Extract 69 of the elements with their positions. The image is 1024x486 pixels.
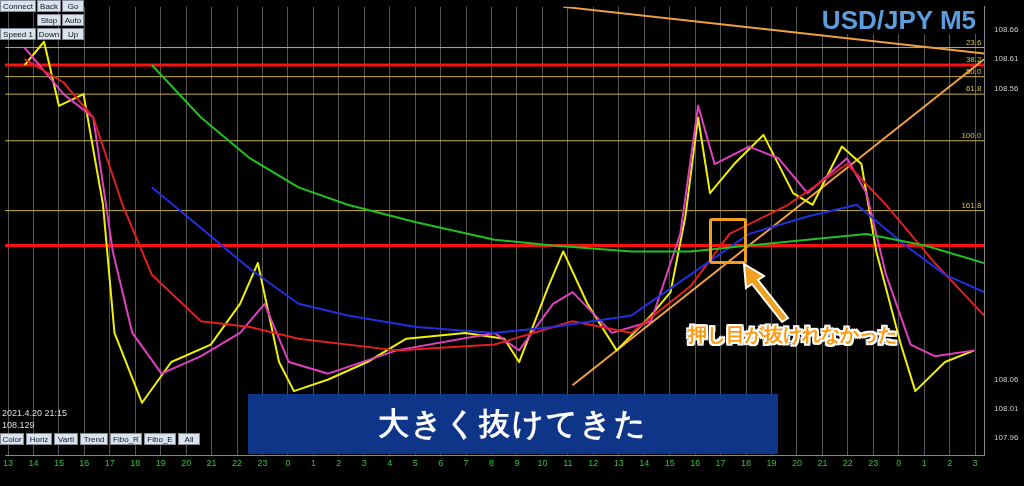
x-tick-label: 15 <box>53 458 64 469</box>
x-tick-label: 13 <box>613 458 624 469</box>
x-tick-label: 7 <box>463 458 469 469</box>
x-tick-label: 2 <box>947 458 953 469</box>
annotation: Down <box>37 28 61 40</box>
x-tick-label: 3 <box>361 458 367 469</box>
x-tick-label: 22 <box>232 458 243 469</box>
x-tick-label: 0 <box>896 458 902 469</box>
annotation: Vartl <box>54 433 78 445</box>
x-tick-label: 1 <box>921 458 927 469</box>
annotation: Go <box>62 0 84 12</box>
x-tick-label: 13 <box>3 458 14 469</box>
annotation: 100.0 <box>961 130 982 140</box>
annotation: 161.8 <box>961 200 982 210</box>
annotation: Horiz <box>26 433 52 445</box>
x-tick-label: 19 <box>155 458 166 469</box>
x-tick-label: 1 <box>310 458 316 469</box>
chart-title: USD/JPY M5 <box>819 5 978 35</box>
y-tick-label: 107.96 <box>994 432 1020 442</box>
x-tick-label: 16 <box>79 458 90 469</box>
x-tick-label: 9 <box>514 458 520 469</box>
x-tick-label: 20 <box>181 458 192 469</box>
annotation: 108.129 <box>2 420 35 430</box>
x-tick-label: 17 <box>715 458 726 469</box>
x-tick-label: 20 <box>791 458 802 469</box>
y-tick-label: 108.01 <box>994 403 1020 413</box>
x-tick-label: 15 <box>664 458 675 469</box>
x-tick-label: 14 <box>28 458 39 469</box>
annotation: 61.8 <box>965 84 982 94</box>
y-tick-label: 108.61 <box>994 54 1020 64</box>
x-tick-label: 6 <box>438 458 444 469</box>
annotation: Up <box>62 28 84 40</box>
x-tick-label: 0 <box>285 458 291 469</box>
annotation: Speed 1 <box>0 28 36 40</box>
annotation: Stop <box>37 14 61 26</box>
x-tick-label: 16 <box>690 458 701 469</box>
y-tick-label: 108.66 <box>994 25 1020 35</box>
annotation: 23.6 <box>965 37 982 47</box>
annotation: Fibo_R <box>110 433 142 445</box>
x-tick-label: 4 <box>387 458 393 469</box>
x-tick-label: 3 <box>972 458 978 469</box>
x-tick-label: 21 <box>206 458 217 469</box>
annotation: Fibo_E <box>144 433 176 445</box>
annotation: 押し目が抜けれなかった <box>688 323 897 347</box>
x-tick-label: 18 <box>741 458 752 469</box>
x-tick-label: 8 <box>489 458 495 469</box>
x-tick-label: 22 <box>842 458 853 469</box>
x-tick-label: 2 <box>336 458 342 469</box>
x-tick-label: 19 <box>766 458 777 469</box>
annotation: Connect <box>0 0 36 12</box>
x-tick-label: 12 <box>588 458 599 469</box>
x-tick-label: 11 <box>563 458 573 469</box>
annotation: 2021.4.20 21:15 <box>2 408 68 418</box>
annotation: Back <box>37 0 61 12</box>
y-tick-label: 108.06 <box>994 374 1020 384</box>
x-tick-label: 23 <box>257 458 268 469</box>
annotation: Color <box>0 433 24 445</box>
annotation: Trend <box>80 433 108 445</box>
x-tick-label: 5 <box>412 458 418 469</box>
x-tick-label: 18 <box>130 458 141 469</box>
x-tick-label: 10 <box>537 458 548 469</box>
x-tick-label: 17 <box>104 458 115 469</box>
y-tick-label: 108.56 <box>994 83 1020 93</box>
annotation: All <box>178 433 200 445</box>
x-tick-label: 21 <box>817 458 828 469</box>
x-tick-label: 23 <box>868 458 879 469</box>
annotation: Auto <box>62 14 84 26</box>
x-tick-label: 14 <box>639 458 650 469</box>
annotation: 38.2 <box>965 55 982 65</box>
